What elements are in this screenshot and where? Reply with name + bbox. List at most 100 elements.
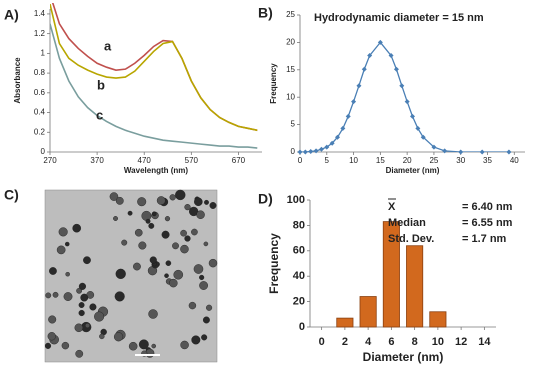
particle [201,334,208,341]
particle [138,241,147,250]
x-tick-label: 10 [349,156,358,165]
x-tick-label: 30 [456,156,465,165]
series-label: c [96,107,103,122]
particle [74,323,84,333]
particle [169,278,178,288]
particle [65,241,70,247]
y-tick-label: 1.2 [34,29,46,38]
particle [148,309,158,319]
particle [134,228,143,237]
y-tick-label: 0 [291,147,296,156]
y-axis-title: Frequency [267,233,281,294]
marker [308,148,314,154]
x-tick-label: 4 [365,336,372,348]
marker [458,149,464,155]
particle [89,303,97,311]
series-label: b [97,77,105,92]
panel-label: A) [4,7,19,23]
particle [78,282,87,290]
particle [145,218,151,224]
particle [58,227,68,237]
particle [128,341,138,351]
particle [164,273,169,278]
particle [78,302,85,308]
x-tick-label: 2 [342,336,348,348]
particle [208,258,218,268]
particle [191,335,201,345]
marker [393,66,399,72]
particle [203,241,209,247]
x-tick-label: 25 [429,156,438,165]
particle [114,291,125,302]
marker [351,99,357,105]
micrograph [44,189,218,363]
stat-label: Median [388,217,426,229]
marker [367,53,373,59]
x-tick-label: 15 [376,156,385,165]
particle [115,196,124,205]
marker [506,149,512,155]
x-tick-label: 0 [319,336,325,348]
y-tick-label: 100 [287,194,305,206]
particle [44,342,52,349]
x-tick-label: 6 [388,336,394,348]
particle [180,229,187,237]
particle [141,210,152,221]
y-axis-title: Absorbance [13,57,22,104]
x-tick-label: 370 [90,156,104,165]
particle [172,242,179,250]
marker [340,125,346,131]
y-axis-title: Frequency [269,63,278,104]
x-tick-label: 8 [412,336,418,348]
series-line [50,3,258,132]
marker [399,83,405,89]
bar [359,296,377,328]
particle [99,333,105,340]
particle [161,230,170,239]
marker [479,149,485,155]
y-tick-label: 80 [293,219,305,231]
stat-value: = 1.7 nm [462,233,507,245]
y-tick-label: 60 [293,245,305,257]
particle [94,311,105,322]
marker [313,148,319,154]
bar [406,245,424,328]
particle [127,210,133,216]
particle [76,287,83,294]
y-tick-label: 5 [291,120,296,129]
marker [335,134,340,140]
y-tick-label: 25 [286,10,295,19]
marker [420,134,426,140]
x-tick-label: 40 [510,156,519,165]
particle [48,315,57,324]
particle [80,293,89,302]
particle [202,316,210,324]
stat-label: X [388,201,396,213]
y-tick-label: 0.8 [34,68,46,77]
particle [109,192,119,201]
particle [138,339,149,350]
particle [78,309,85,317]
chart-title: Hydrodynamic diameter = 15 nm [314,12,484,24]
particle [165,260,172,266]
marker [415,125,421,131]
y-tick-label: 40 [293,270,305,282]
x-axis-title: Diameter (nm) [363,350,444,364]
particle [194,197,203,207]
series-label: a [104,38,112,53]
x-tick-label: 20 [403,156,412,165]
particle [175,189,186,201]
particle [169,194,176,201]
particle [193,264,204,274]
marker [302,149,308,155]
marker [388,53,394,59]
x-tick-label: 670 [232,156,246,165]
bar [336,317,354,328]
series-line [50,23,258,149]
marker [404,99,410,105]
particle [189,206,199,217]
particle [56,245,66,255]
particle [206,304,213,311]
particle [72,223,82,233]
